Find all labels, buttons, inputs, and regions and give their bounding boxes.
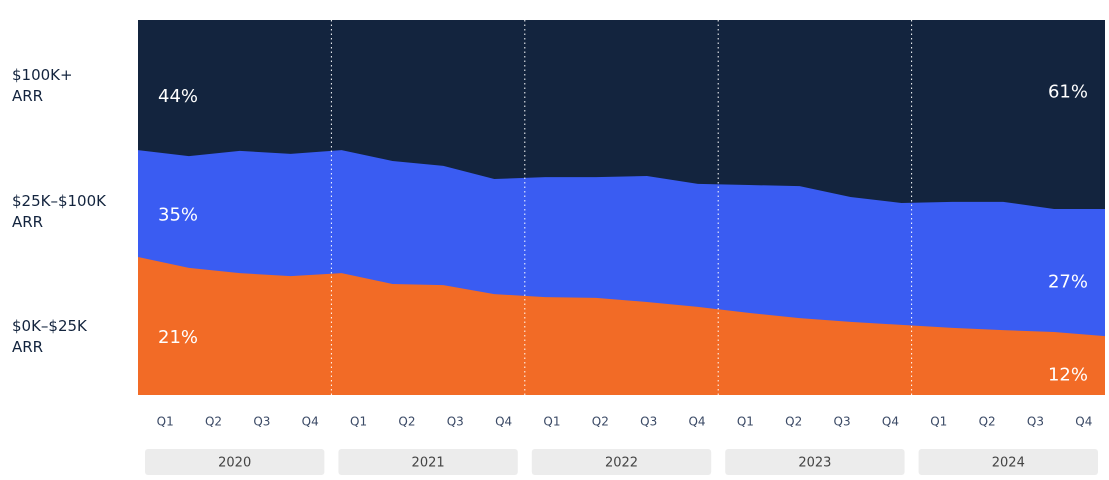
start-label: 35% (158, 205, 198, 226)
start-label: 21% (158, 327, 198, 348)
year-label: 2020 (218, 456, 251, 471)
x-tick-label: Q4 (495, 415, 512, 429)
x-tick-label: Q3 (253, 415, 270, 429)
year-label: 2023 (798, 456, 831, 471)
x-tick-label: Q2 (785, 415, 802, 429)
x-tick-label: Q4 (882, 415, 899, 429)
x-tick-label: Q2 (592, 415, 609, 429)
x-tick-label: Q1 (737, 415, 754, 429)
area (138, 257, 1105, 395)
legend-label: $0K–$25K ARR (12, 317, 87, 356)
year-pill (918, 449, 1098, 475)
x-tick-label: Q4 (302, 415, 319, 429)
x-tick-label: Q4 (688, 415, 705, 429)
legend-label: $25K–$100K ARR (12, 192, 106, 231)
end-label: 61% (1048, 82, 1088, 103)
start-label: 44% (158, 86, 198, 107)
year-label: 2021 (412, 456, 445, 471)
year-pill (145, 449, 325, 475)
x-tick-label: Q1 (157, 415, 174, 429)
year-pill (725, 449, 905, 475)
x-tick-label: Q3 (640, 415, 657, 429)
x-tick-label: Q2 (398, 415, 415, 429)
legend-label: $100K+ ARR (12, 66, 73, 105)
end-label: 12% (1048, 365, 1088, 386)
x-tick-label: Q3 (834, 415, 851, 429)
end-label: 27% (1048, 272, 1088, 293)
year-pill (338, 449, 518, 475)
x-tick-label: Q1 (543, 415, 560, 429)
year-label: 2024 (992, 456, 1025, 471)
x-tick-label: Q3 (1027, 415, 1044, 429)
x-tick-label: Q2 (205, 415, 222, 429)
x-tick-label: Q1 (350, 415, 367, 429)
x-tick-label: Q4 (1075, 415, 1092, 429)
x-tick-label: Q2 (979, 415, 996, 429)
year-label: 2022 (605, 456, 638, 471)
year-pill (531, 449, 712, 475)
x-tick-label: Q1 (930, 415, 947, 429)
x-tick-label: Q3 (447, 415, 464, 429)
